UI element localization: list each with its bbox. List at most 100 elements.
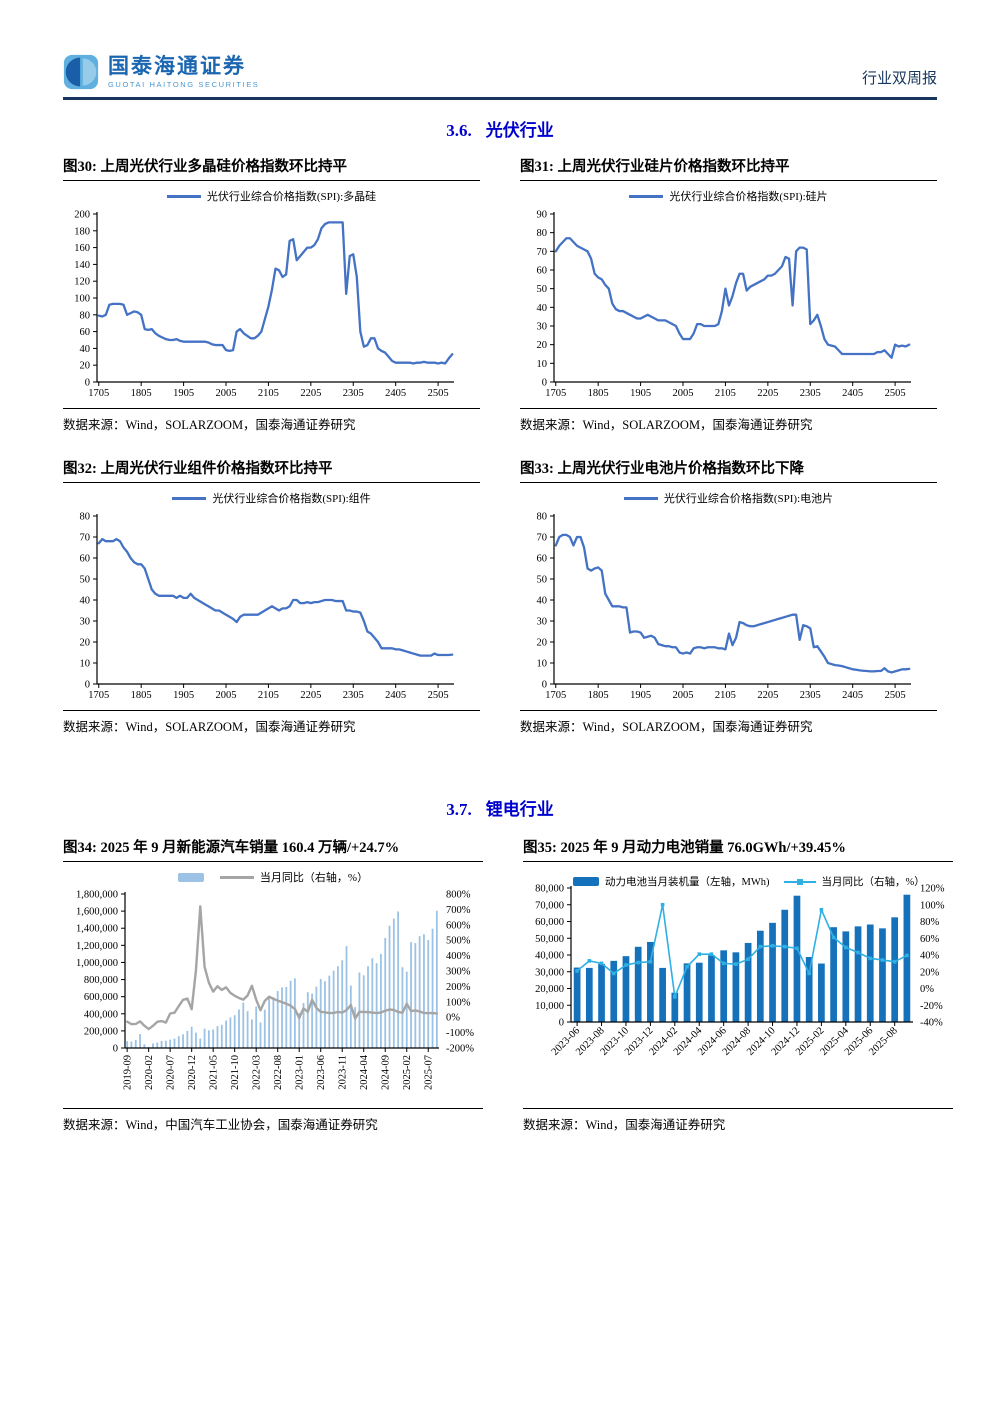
- svg-text:120: 120: [74, 277, 90, 288]
- legend-swatch-line-icon: [172, 496, 207, 500]
- svg-text:-100%: -100%: [446, 1028, 474, 1039]
- svg-text:1805: 1805: [131, 690, 152, 701]
- svg-text:30: 30: [537, 617, 548, 628]
- svg-text:2205: 2205: [757, 388, 778, 399]
- figure-32-chart-wrap: 0 10 20 30 40 50 60 70 80 1705 1805 1905 2005 2105 220…: [63, 507, 480, 710]
- svg-text:140: 140: [74, 260, 90, 271]
- svg-text:30: 30: [80, 617, 91, 628]
- svg-text:20%: 20%: [920, 967, 940, 978]
- svg-text:20: 20: [80, 361, 91, 372]
- svg-text:2105: 2105: [258, 388, 279, 399]
- svg-text:400,000: 400,000: [84, 1009, 118, 1020]
- svg-text:10,000: 10,000: [535, 1001, 564, 1012]
- power-battery-install-chart: 0 10,000 20,000 30,000 40,000 50,000 60,000 70,…: [535, 884, 945, 1058]
- svg-text:1805: 1805: [588, 388, 609, 399]
- svg-text:500%: 500%: [446, 936, 471, 947]
- svg-text:40: 40: [80, 344, 91, 355]
- svg-text:90: 90: [537, 210, 548, 221]
- svg-text:40: 40: [537, 596, 548, 607]
- svg-text:2005: 2005: [216, 388, 237, 399]
- figure-32-source: 数据来源：Wind，SOLARZOOM，国泰海通证券研究: [63, 710, 480, 735]
- figure-31-source: 数据来源：Wind，SOLARZOOM，国泰海通证券研究: [520, 408, 937, 433]
- figure-34: 图34: 2025 年 9 月新能源汽车销量 160.4 万辆/+24.7% 当…: [63, 836, 483, 1133]
- svg-text:-40%: -40%: [920, 1018, 943, 1029]
- svg-text:2025-07: 2025-07: [424, 1055, 435, 1090]
- svg-text:2505: 2505: [428, 388, 449, 399]
- logo-icon: [63, 54, 99, 90]
- logo-company-name: 国泰海通证券: [108, 54, 246, 78]
- legend-swatch-line-icon: [783, 878, 816, 885]
- svg-text:30: 30: [537, 322, 548, 333]
- svg-text:70: 70: [537, 533, 548, 544]
- legend-item: 光伏行业综合价格指数(SPI):电池片: [623, 490, 833, 506]
- polysilicon-price-index-chart: 0 20 40 60 80 100 120 140 160 180 200 1705 1805 1905 2…: [74, 210, 454, 399]
- svg-text:2021-10: 2021-10: [230, 1055, 241, 1090]
- svg-text:2025-02: 2025-02: [402, 1055, 413, 1090]
- svg-text:2105: 2105: [715, 690, 736, 701]
- figure-35-legend: 动力电池当月装机量（左轴，MWh) 当月同比（右轴，%）: [573, 874, 953, 889]
- svg-text:2305: 2305: [800, 388, 821, 399]
- svg-text:2005: 2005: [216, 690, 237, 701]
- svg-text:1705: 1705: [545, 388, 566, 399]
- svg-text:2023-11: 2023-11: [338, 1055, 349, 1090]
- svg-text:60: 60: [80, 554, 91, 565]
- legend-swatch-line-icon: [219, 875, 254, 879]
- figure-35: 图35: 2025 年 9 月动力电池销量 76.0GWh/+39.45% 动力…: [523, 836, 953, 1133]
- svg-text:2205: 2205: [300, 690, 321, 701]
- legend-label: 光伏行业综合价格指数(SPI):硅片: [669, 191, 828, 203]
- svg-text:0: 0: [542, 378, 547, 389]
- svg-text:20: 20: [80, 638, 91, 649]
- svg-text:20: 20: [537, 340, 548, 351]
- svg-text:1905: 1905: [173, 690, 194, 701]
- figure-grid-pv: 图30: 上周光伏行业多晶硅价格指数环比持平 光伏行业综合价格指数(SPI):多…: [63, 155, 937, 759]
- svg-text:2405: 2405: [842, 388, 863, 399]
- figure-32: 图32: 上周光伏行业组件价格指数环比持平 光伏行业综合价格指数(SPI):组件…: [63, 457, 480, 735]
- svg-text:2020-02: 2020-02: [144, 1055, 155, 1090]
- svg-text:160: 160: [74, 243, 90, 254]
- svg-text:2305: 2305: [343, 388, 364, 399]
- figure-30-chart-wrap: 0 20 40 60 80 100 120 140 160 180 200 1705 1805 1905 2…: [63, 205, 480, 408]
- svg-text:2405: 2405: [842, 690, 863, 701]
- svg-text:2205: 2205: [300, 388, 321, 399]
- svg-text:60,000: 60,000: [535, 917, 564, 928]
- svg-text:0: 0: [113, 1044, 118, 1055]
- svg-text:100: 100: [74, 294, 90, 305]
- figure-31-legend: 光伏行业综合价格指数(SPI):硅片: [520, 188, 937, 204]
- figure-33-legend: 光伏行业综合价格指数(SPI):电池片: [520, 490, 937, 506]
- svg-text:2405: 2405: [385, 690, 406, 701]
- svg-text:1,400,000: 1,400,000: [76, 924, 118, 935]
- svg-text:100%: 100%: [446, 997, 471, 1008]
- svg-text:200%: 200%: [446, 982, 471, 993]
- svg-text:600,000: 600,000: [84, 992, 118, 1003]
- legend-item: 光伏行业综合价格指数(SPI):组件: [172, 490, 371, 506]
- svg-text:0%: 0%: [446, 1013, 460, 1024]
- legend-item: 光伏行业综合价格指数(SPI):多晶硅: [166, 188, 377, 204]
- svg-text:0: 0: [542, 680, 547, 691]
- svg-text:800,000: 800,000: [84, 975, 118, 986]
- svg-text:80%: 80%: [920, 917, 940, 928]
- svg-text:2505: 2505: [428, 690, 449, 701]
- svg-text:1705: 1705: [88, 388, 109, 399]
- svg-text:50: 50: [537, 575, 548, 586]
- svg-text:1805: 1805: [131, 388, 152, 399]
- svg-text:0%: 0%: [920, 984, 934, 995]
- svg-text:2023-01: 2023-01: [295, 1055, 306, 1090]
- svg-text:2505: 2505: [885, 388, 906, 399]
- report-type-label: 行业双周报: [861, 71, 937, 87]
- svg-text:1805: 1805: [588, 690, 609, 701]
- svg-text:0: 0: [559, 1018, 564, 1029]
- svg-text:2022-08: 2022-08: [273, 1055, 284, 1090]
- legend-swatch-line-icon: [623, 496, 658, 500]
- svg-text:2019-09: 2019-09: [123, 1055, 134, 1090]
- legend-label: 光伏行业综合价格指数(SPI):多晶硅: [206, 191, 377, 203]
- svg-text:1905: 1905: [630, 690, 651, 701]
- legend-item: 当月同比（右轴，%）: [783, 874, 925, 889]
- legend-swatch-line-icon: [166, 194, 201, 198]
- legend-item: [177, 872, 204, 882]
- section-title-3-6: 3.6. 光伏行业: [0, 116, 1000, 141]
- legend-label: 当月同比（右轴，%）: [259, 872, 369, 884]
- svg-text:-200%: -200%: [446, 1044, 474, 1055]
- svg-text:50: 50: [80, 575, 91, 586]
- svg-text:2022-03: 2022-03: [252, 1055, 263, 1090]
- svg-text:2020-12: 2020-12: [187, 1055, 198, 1090]
